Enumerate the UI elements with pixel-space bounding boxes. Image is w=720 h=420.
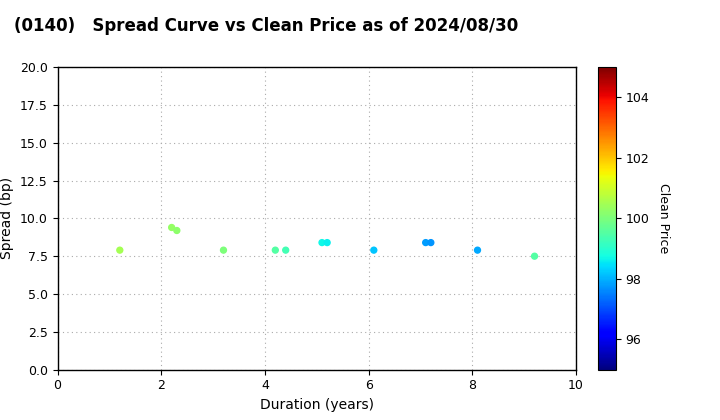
Point xyxy=(368,247,379,254)
Point xyxy=(269,247,281,254)
Point xyxy=(280,247,292,254)
Point xyxy=(316,239,328,246)
Y-axis label: Clean Price: Clean Price xyxy=(657,183,670,254)
Y-axis label: Spread (bp): Spread (bp) xyxy=(1,177,14,260)
Point xyxy=(321,239,333,246)
Point xyxy=(425,239,436,246)
Point xyxy=(166,224,177,231)
Point xyxy=(472,247,483,254)
Text: (0140)   Spread Curve vs Clean Price as of 2024/08/30: (0140) Spread Curve vs Clean Price as of… xyxy=(14,17,518,35)
Point xyxy=(217,247,229,254)
Point xyxy=(114,247,125,254)
X-axis label: Duration (years): Duration (years) xyxy=(260,398,374,412)
Point xyxy=(171,227,183,234)
Point xyxy=(420,239,431,246)
Point xyxy=(528,253,540,260)
